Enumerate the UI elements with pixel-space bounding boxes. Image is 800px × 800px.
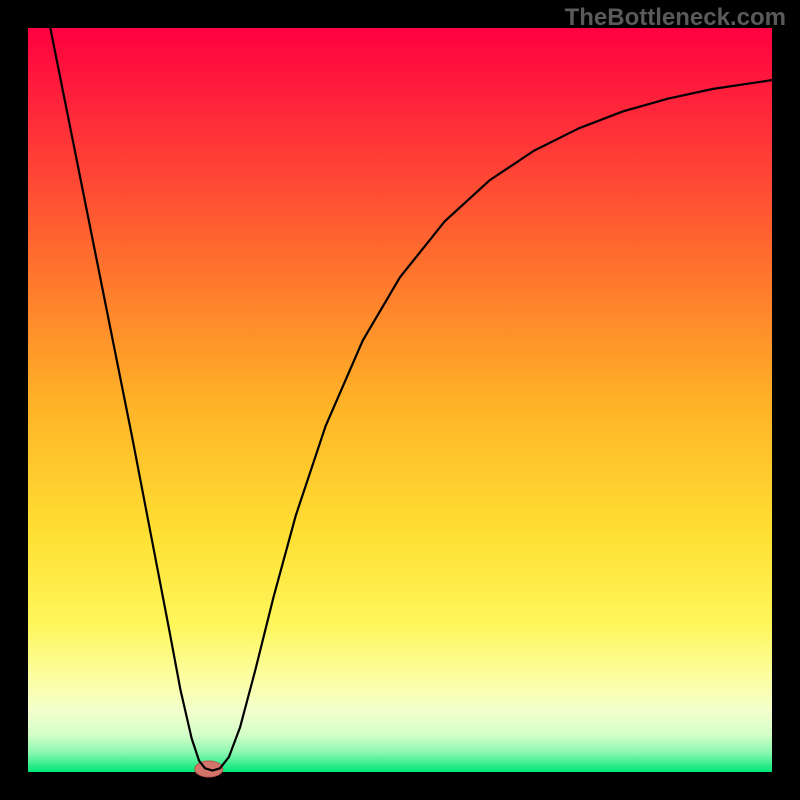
chart-container: TheBottleneck.com bbox=[0, 0, 800, 800]
bottleneck-chart bbox=[0, 0, 800, 800]
watermark-text: TheBottleneck.com bbox=[565, 4, 786, 32]
chart-background bbox=[28, 28, 772, 772]
